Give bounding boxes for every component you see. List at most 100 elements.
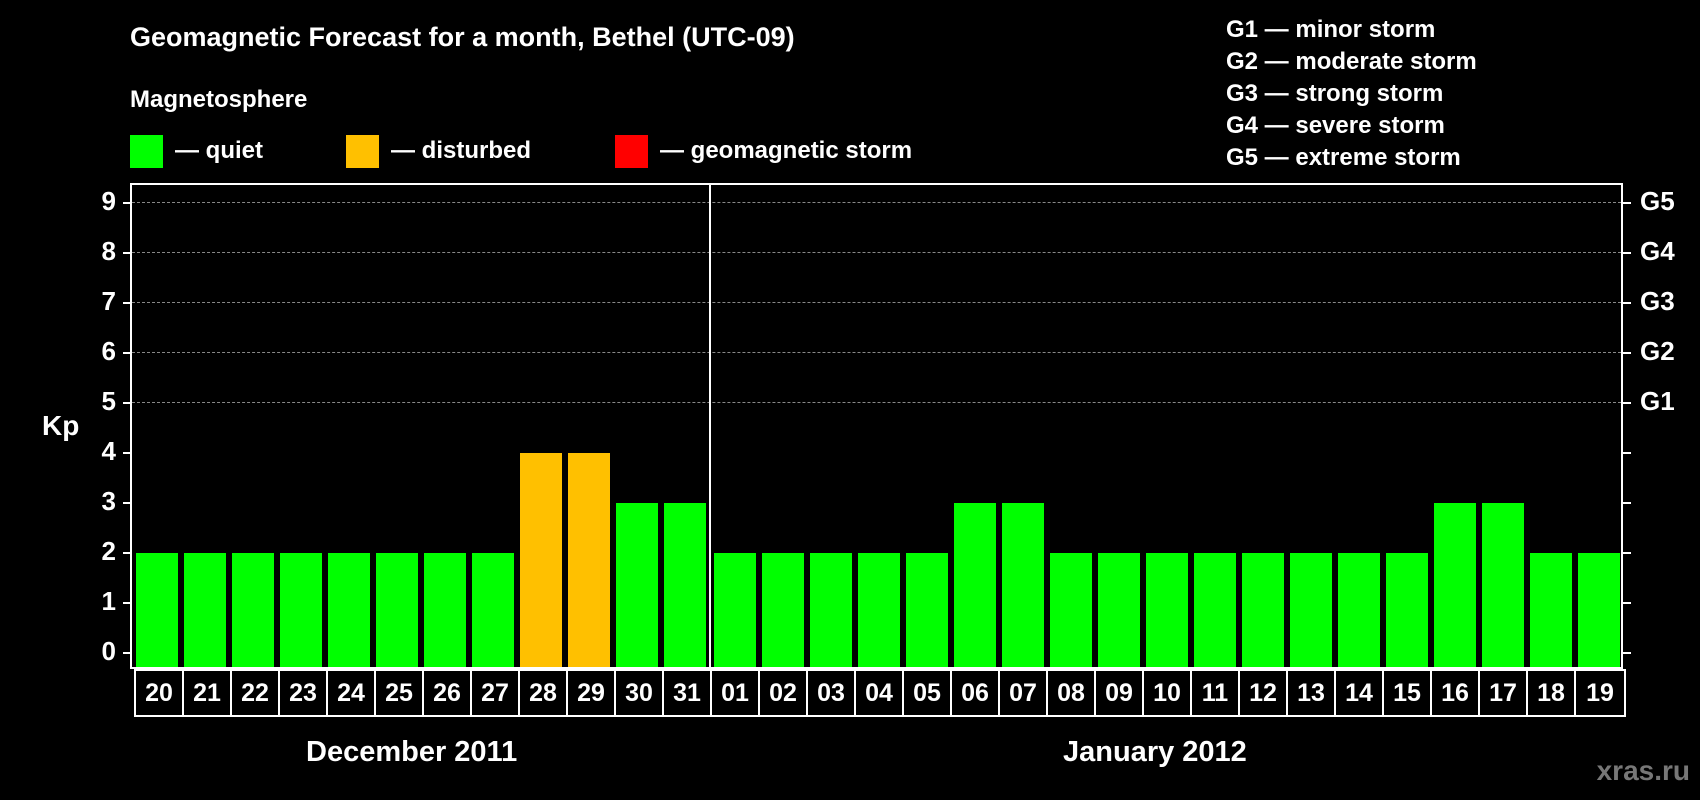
day-label: 16 [1432,671,1480,715]
right-tick-mark [1623,452,1631,454]
day-label: 22 [232,671,280,715]
y-tick-mark [123,552,131,554]
day-label: 10 [1144,671,1192,715]
y-tick-label: 3 [101,486,116,516]
day-label: 05 [904,671,952,715]
y-tick-mark [123,652,131,654]
kp-bar-12 [1242,553,1284,667]
kp-bar-03 [810,553,852,667]
kp-bar-16 [1434,503,1476,667]
day-label: 24 [328,671,376,715]
day-label: 28 [520,671,568,715]
day-label: 12 [1240,671,1288,715]
y-tick-mark [123,452,131,454]
x-axis-days: 20 21 22 23 24 25 26 27 28 29 30 31 01 02 03 04 05 06 07 08… [134,669,1626,717]
kp-bar-02 [762,553,804,667]
month-divider [709,185,711,667]
kp-bar-14 [1338,553,1380,667]
day-label: 11 [1192,671,1240,715]
day-label: 20 [136,671,184,715]
y-tick-label: 4 [101,436,116,466]
g-legend-item: G2 — moderate storm [1226,48,1477,75]
month-label-left: December 2011 [306,736,518,768]
kp-bar-26 [424,553,466,667]
kp-bar-10 [1146,553,1188,667]
y-tick-label: 8 [101,236,116,266]
grid-line [132,202,1621,203]
day-label: 03 [808,671,856,715]
kp-bar-31 [664,503,706,667]
g-legend-item: G3 — strong storm [1226,80,1444,107]
legend-swatch-quiet [130,134,163,168]
kp-bar-07 [1002,503,1044,667]
day-label: 18 [1528,671,1576,715]
y-axis-label: Kp [42,410,80,441]
right-tick-mark [1623,552,1631,554]
grid-line [132,352,1621,353]
kp-bar-29 [568,453,610,667]
right-tick-mark [1623,652,1631,654]
month-label-right: January 2012 [1063,736,1247,768]
day-label: 09 [1096,671,1144,715]
day-label: 01 [712,671,760,715]
right-tick-mark [1623,352,1631,354]
watermark: xras.ru [1596,755,1690,786]
kp-bar-17 [1482,503,1524,667]
grid-line [132,402,1621,403]
kp-bar-06 [954,503,996,667]
legend-quiet: — quiet [130,134,263,168]
g-scale-tick-label: G4 [1640,236,1675,266]
g-scale-legend: G1 — minor storm G2 — moderate storm G3 … [1226,14,1477,174]
day-label: 17 [1480,671,1528,715]
y-tick-mark [123,202,131,204]
kp-bar-25 [376,553,418,667]
y-tick-label: 2 [101,536,116,566]
legend-swatch-storm [615,134,648,168]
day-label: 15 [1384,671,1432,715]
kp-bar-13 [1290,553,1332,667]
right-tick-mark [1623,202,1631,204]
y-tick-label: 1 [101,586,116,616]
kp-bar-20 [136,553,178,667]
day-label: 23 [280,671,328,715]
day-label: 02 [760,671,808,715]
day-label: 13 [1288,671,1336,715]
legend-storm: — geomagnetic storm [615,134,912,168]
chart-title: Geomagnetic Forecast for a month, Bethel… [130,22,795,52]
right-tick-mark [1623,502,1631,504]
g-scale-tick-label: G2 [1640,336,1675,366]
kp-bar-21 [184,553,226,667]
day-label: 25 [376,671,424,715]
legend-swatch-disturbed [346,134,379,168]
day-label: 07 [1000,671,1048,715]
day-label: 06 [952,671,1000,715]
right-tick-mark [1623,602,1631,604]
right-tick-mark [1623,302,1631,304]
g-scale-tick-label: G1 [1640,386,1675,416]
kp-bar-04 [858,553,900,667]
legend-disturbed: — disturbed [346,134,531,168]
legend-label: — quiet [175,137,263,164]
day-label: 26 [424,671,472,715]
y-tick-mark [123,302,131,304]
g-scale-tick-label: G5 [1640,186,1675,216]
g-legend-item: G1 — minor storm [1226,16,1436,43]
g-legend-item: G4 — severe storm [1226,112,1445,139]
g-legend-item: G5 — extreme storm [1226,144,1461,171]
grid-line [132,252,1621,253]
kp-bar-19 [1578,553,1620,667]
legend-label: — geomagnetic storm [660,137,913,164]
y-tick-mark [123,252,131,254]
plot-area [130,183,1623,669]
y-tick-mark [123,352,131,354]
y-tick-label: 9 [101,186,116,216]
y-tick-mark [123,502,131,504]
y-tick-mark [123,602,131,604]
day-label: 21 [184,671,232,715]
kp-bar-23 [280,553,322,667]
section-label: Magnetosphere [130,86,308,113]
g-scale-tick-label: G3 [1640,286,1675,316]
kp-bar-30 [616,503,658,667]
day-label: 19 [1586,678,1614,707]
kp-bar-01 [714,553,756,667]
